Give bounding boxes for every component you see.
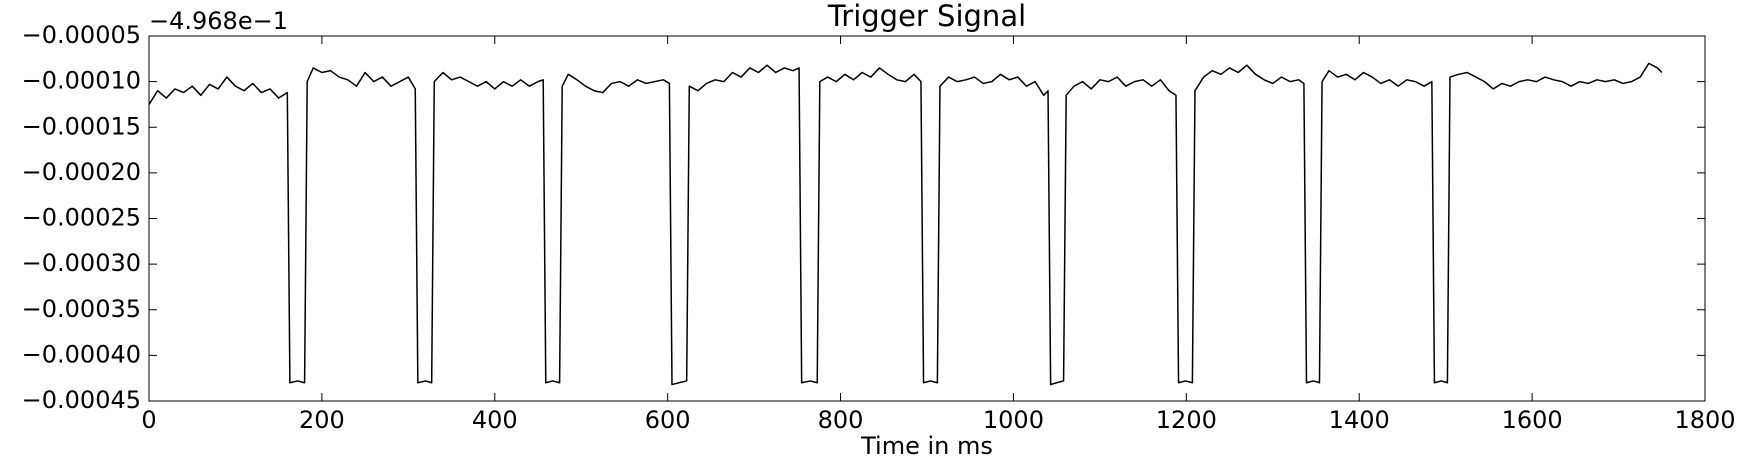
x-tick-label: 0 [141, 406, 156, 434]
offset-label: −4.968e−1 [149, 7, 288, 35]
y-tick-label: −0.00005 [22, 21, 141, 49]
x-tick-label: 400 [472, 406, 518, 434]
x-tick-label: 800 [818, 406, 864, 434]
x-tick-label: 1800 [1674, 406, 1735, 434]
y-tick-label: −0.00040 [22, 340, 141, 368]
x-tick-label: 600 [645, 406, 691, 434]
y-tick-label: −0.00010 [22, 67, 141, 95]
y-tick-label: −0.00030 [22, 249, 141, 277]
y-tick-label: −0.00025 [22, 204, 141, 232]
x-tick-label: 1000 [983, 406, 1044, 434]
x-tick-label: 1200 [1156, 406, 1217, 434]
x-tick-label: 200 [299, 406, 345, 434]
y-tick-label: −0.00015 [22, 112, 141, 140]
y-tick-label: −0.00035 [22, 295, 141, 323]
y-tick-label: −0.00020 [22, 158, 141, 186]
x-tick-label: 1600 [1502, 406, 1563, 434]
x-tick-label: 1400 [1329, 406, 1390, 434]
signal-line [148, 62, 1663, 386]
chart-title: Trigger Signal [827, 0, 1026, 33]
x-axis-label: Time in ms [860, 432, 993, 460]
y-tick-label: −0.00045 [22, 386, 141, 414]
